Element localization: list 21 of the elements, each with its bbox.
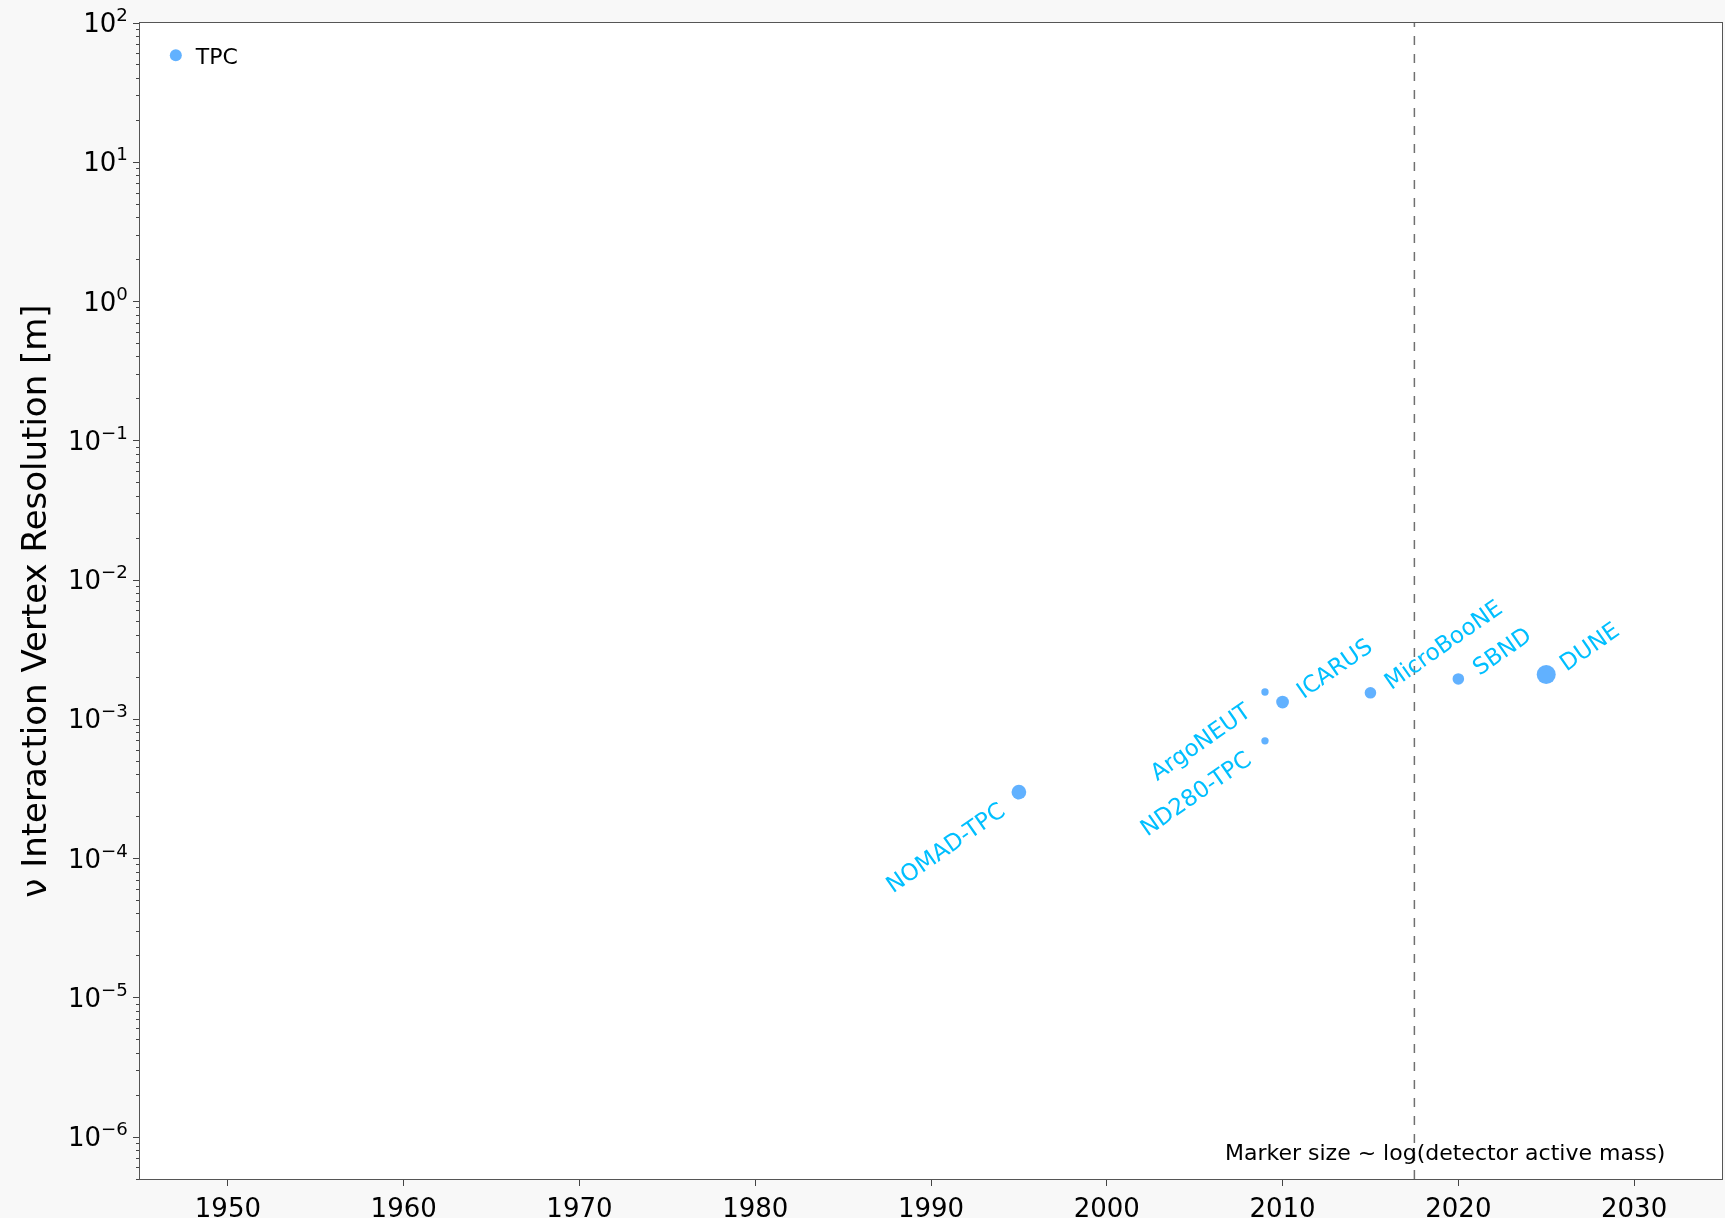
y-tick-label: 10$^{−6}$ [67,1118,128,1153]
y-tick-label: 10$^{1}$ [83,143,128,178]
y-tick-label: 10$^{−3}$ [67,700,128,735]
y-tick-label: 10$^{0}$ [83,282,128,317]
legend-label: TPC [194,43,238,69]
x-tick-label: 1950 [194,1193,261,1218]
y-tick-label: 10$^{−4}$ [67,839,128,874]
x-tick-label: 2030 [1601,1193,1668,1218]
y-tick-label: 10$^{−2}$ [67,561,128,596]
x-tick-label: 2020 [1425,1193,1492,1218]
y-tick-label: 10$^{2}$ [83,4,128,39]
x-tick-label: 2010 [1249,1193,1316,1218]
x-tick-label: 1960 [370,1193,437,1218]
x-tick-label: 1970 [546,1193,613,1218]
x-tick-label: 1990 [897,1193,965,1218]
annotation: Marker size ~ log(detector active mass) [1225,1140,1666,1165]
y-tick-label: 10$^{−1}$ [67,421,128,456]
y-axis-title: ν Interaction Vertex Resolution [m] [14,304,55,898]
x-tick-label: 1980 [722,1193,789,1218]
y-tick-label: 10$^{−5}$ [67,979,128,1013]
x-tick-label: 2000 [1073,1193,1140,1218]
